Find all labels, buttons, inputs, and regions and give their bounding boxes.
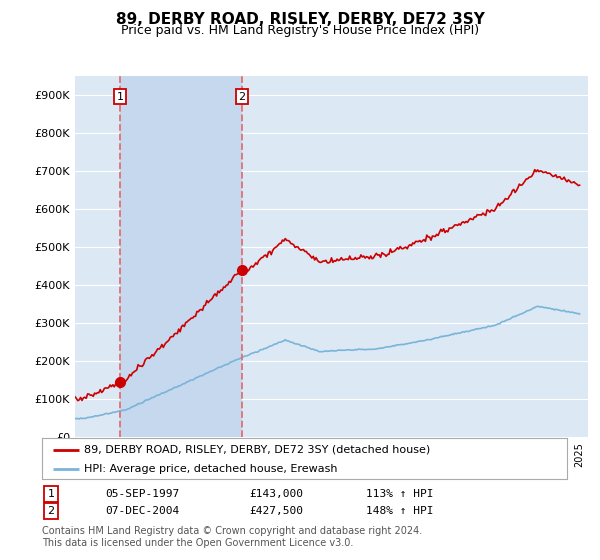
Text: £143,000: £143,000	[249, 489, 303, 499]
Text: £427,500: £427,500	[249, 506, 303, 516]
Text: 2: 2	[47, 506, 55, 516]
Text: 05-SEP-1997: 05-SEP-1997	[105, 489, 179, 499]
Text: 148% ↑ HPI: 148% ↑ HPI	[366, 506, 433, 516]
Text: 113% ↑ HPI: 113% ↑ HPI	[366, 489, 433, 499]
Text: 2: 2	[238, 91, 245, 101]
Text: 89, DERBY ROAD, RISLEY, DERBY, DE72 3SY (detached house): 89, DERBY ROAD, RISLEY, DERBY, DE72 3SY …	[84, 445, 430, 455]
Text: 1: 1	[116, 91, 124, 101]
Text: HPI: Average price, detached house, Erewash: HPI: Average price, detached house, Erew…	[84, 464, 337, 474]
Text: Contains HM Land Registry data © Crown copyright and database right 2024.
This d: Contains HM Land Registry data © Crown c…	[42, 526, 422, 548]
Text: 89, DERBY ROAD, RISLEY, DERBY, DE72 3SY: 89, DERBY ROAD, RISLEY, DERBY, DE72 3SY	[116, 12, 484, 27]
Bar	[120, 76, 242, 437]
Text: Price paid vs. HM Land Registry's House Price Index (HPI): Price paid vs. HM Land Registry's House …	[121, 24, 479, 36]
Text: 1: 1	[47, 489, 55, 499]
Text: 07-DEC-2004: 07-DEC-2004	[105, 506, 179, 516]
